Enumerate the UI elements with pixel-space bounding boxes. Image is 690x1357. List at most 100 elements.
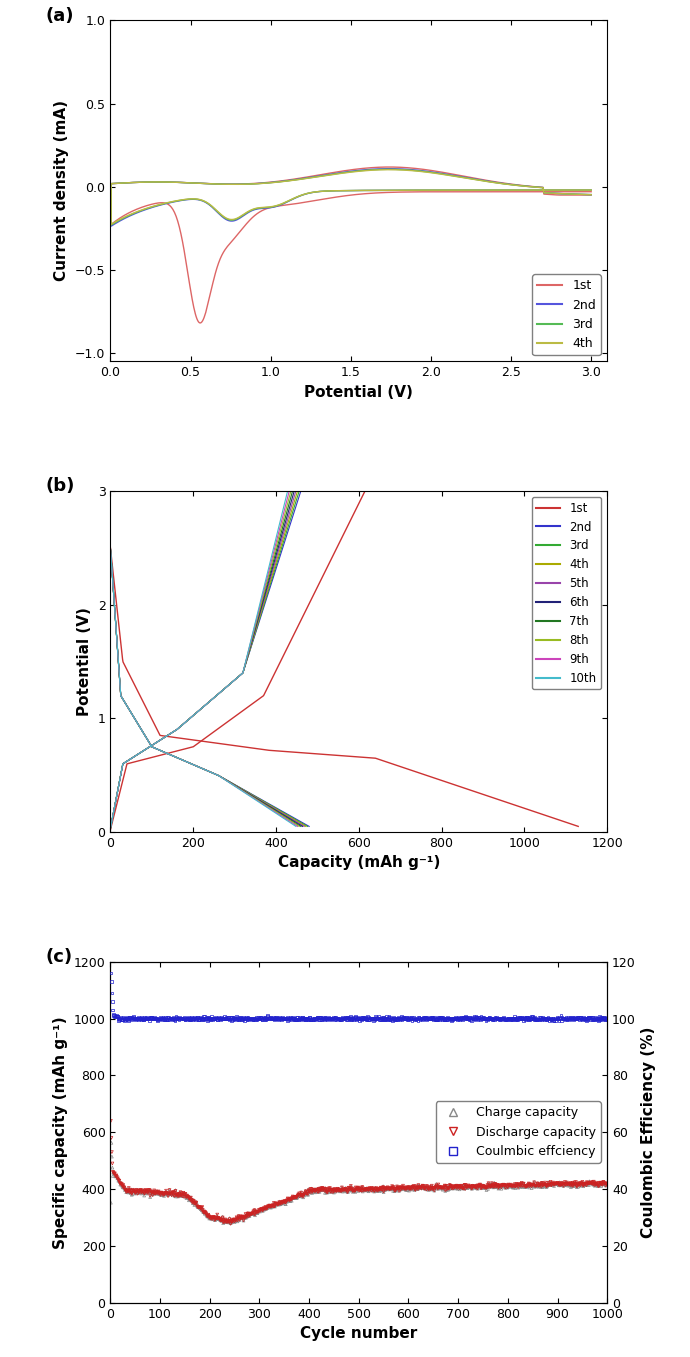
Charge capacity	[146, 1182, 157, 1204]
Charge capacity	[404, 1179, 415, 1201]
Coulmbic effciency	[312, 1007, 323, 1029]
Charge capacity	[184, 1190, 195, 1212]
Coulmbic effciency	[537, 1007, 548, 1029]
Coulmbic effciency	[250, 1010, 261, 1031]
Discharge capacity	[390, 1179, 401, 1201]
Discharge capacity	[556, 1172, 567, 1194]
Charge capacity	[471, 1175, 482, 1197]
Discharge capacity	[406, 1177, 417, 1198]
Coulmbic effciency	[382, 1007, 393, 1029]
Discharge capacity	[437, 1178, 448, 1200]
Discharge capacity	[554, 1172, 565, 1194]
Discharge capacity	[511, 1175, 522, 1197]
Coulmbic effciency	[160, 1007, 171, 1029]
Charge capacity	[544, 1174, 555, 1196]
Charge capacity	[428, 1177, 439, 1198]
Discharge capacity	[458, 1175, 469, 1197]
Discharge capacity	[356, 1181, 367, 1202]
Coulmbic effciency	[150, 1008, 161, 1030]
Coulmbic effciency	[574, 1008, 585, 1030]
Charge capacity	[440, 1175, 451, 1197]
Discharge capacity	[128, 1179, 139, 1201]
Charge capacity	[201, 1204, 212, 1225]
Charge capacity	[531, 1174, 542, 1196]
Discharge capacity	[112, 1167, 123, 1189]
Discharge capacity	[386, 1178, 397, 1200]
Charge capacity	[510, 1177, 521, 1198]
Charge capacity	[480, 1178, 491, 1200]
Coulmbic effciency	[402, 1008, 413, 1030]
Coulmbic effciency	[162, 1007, 173, 1029]
Discharge capacity	[291, 1187, 302, 1209]
Charge capacity	[416, 1177, 427, 1198]
Coulmbic effciency	[382, 1008, 393, 1030]
Charge capacity	[596, 1174, 607, 1196]
Charge capacity	[217, 1212, 228, 1234]
Charge capacity	[214, 1209, 225, 1231]
Coulmbic effciency	[427, 1007, 438, 1029]
Discharge capacity	[482, 1174, 493, 1196]
Discharge capacity	[107, 1152, 118, 1174]
Coulmbic effciency	[416, 1007, 427, 1029]
Charge capacity	[442, 1178, 453, 1200]
Discharge capacity	[524, 1175, 535, 1197]
Discharge capacity	[439, 1177, 450, 1198]
Coulmbic effciency	[356, 1007, 367, 1029]
Charge capacity	[284, 1190, 295, 1212]
Coulmbic effciency	[481, 1008, 492, 1030]
Charge capacity	[556, 1171, 567, 1193]
Coulmbic effciency	[342, 1007, 353, 1029]
Coulmbic effciency	[502, 1008, 513, 1030]
Charge capacity	[203, 1204, 214, 1225]
Charge capacity	[319, 1179, 330, 1201]
Coulmbic effciency	[292, 1008, 303, 1030]
Charge capacity	[161, 1181, 172, 1202]
Charge capacity	[235, 1206, 246, 1228]
Coulmbic effciency	[553, 1007, 564, 1029]
Discharge capacity	[106, 1110, 117, 1132]
Discharge capacity	[462, 1177, 473, 1198]
Charge capacity	[152, 1182, 164, 1204]
Charge capacity	[142, 1183, 153, 1205]
Discharge capacity	[173, 1185, 184, 1206]
Coulmbic effciency	[512, 1007, 523, 1029]
Charge capacity	[453, 1175, 464, 1197]
Discharge capacity	[215, 1209, 226, 1231]
Discharge capacity	[600, 1175, 611, 1197]
Charge capacity	[519, 1174, 530, 1196]
Discharge capacity	[538, 1174, 549, 1196]
Coulmbic effciency	[159, 1007, 170, 1029]
Discharge capacity	[325, 1181, 336, 1202]
Discharge capacity	[274, 1191, 285, 1213]
Charge capacity	[267, 1196, 278, 1217]
Discharge capacity	[201, 1204, 212, 1225]
Discharge capacity	[208, 1206, 219, 1228]
Discharge capacity	[413, 1177, 424, 1198]
Charge capacity	[200, 1202, 211, 1224]
Charge capacity	[395, 1179, 406, 1201]
Charge capacity	[446, 1177, 457, 1198]
Coulmbic effciency	[182, 1008, 193, 1030]
Charge capacity	[211, 1208, 222, 1229]
Charge capacity	[356, 1178, 367, 1200]
Discharge capacity	[208, 1206, 219, 1228]
Charge capacity	[558, 1174, 569, 1196]
Coulmbic effciency	[334, 1008, 345, 1030]
Charge capacity	[418, 1177, 429, 1198]
Discharge capacity	[133, 1181, 144, 1202]
Discharge capacity	[566, 1174, 578, 1196]
Discharge capacity	[213, 1206, 224, 1228]
Coulmbic effciency	[443, 1007, 454, 1029]
Charge capacity	[366, 1178, 377, 1200]
Charge capacity	[349, 1179, 360, 1201]
Discharge capacity	[144, 1182, 155, 1204]
Discharge capacity	[528, 1174, 539, 1196]
Coulmbic effciency	[431, 1008, 442, 1030]
Discharge capacity	[275, 1193, 286, 1215]
Coulmbic effciency	[239, 1010, 250, 1031]
Discharge capacity	[266, 1196, 277, 1217]
Coulmbic effciency	[302, 1008, 313, 1030]
Discharge capacity	[236, 1206, 247, 1228]
Charge capacity	[435, 1175, 446, 1197]
Coulmbic effciency	[464, 1008, 475, 1030]
